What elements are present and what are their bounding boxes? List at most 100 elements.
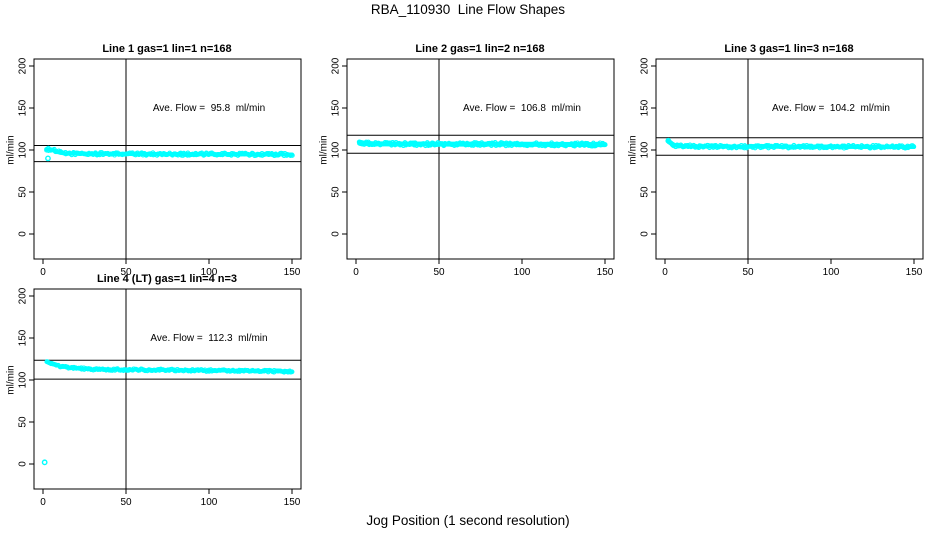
data-point <box>524 143 530 149</box>
x-tick-label: 0 <box>662 267 668 278</box>
y-tick-label: 200 <box>18 57 29 74</box>
panel-line-1: Line 1 gas=1 lin=1 n=168 0 50 100 150 200 0 50 1… <box>1 16 313 286</box>
data-point <box>753 143 759 149</box>
x-tick-label: 50 <box>742 267 754 278</box>
x-tick-label: 0 <box>353 267 359 278</box>
y-tick-label: 200 <box>18 287 29 304</box>
data-point <box>432 142 438 148</box>
outlier-point <box>41 459 48 466</box>
outlier-point <box>45 155 51 162</box>
ave-flow-annotation: Ave. Flow = 104.2 ml/min <box>772 103 890 114</box>
y-tick-label: 50 <box>18 186 29 198</box>
data-point <box>242 367 248 373</box>
data-point <box>180 152 186 158</box>
y-tick-label: 150 <box>18 329 29 346</box>
x-tick-label: 50 <box>120 267 132 278</box>
chart-line-1: Line 1 gas=1 lin=1 n=168 0 50 100 150 200 0 50 1… <box>6 43 302 278</box>
data-point <box>266 151 272 156</box>
x-tick-label: 150 <box>597 267 614 278</box>
chart-line-4: Line 4 (LT) gas=1 lin=4 n=3 0 50 100 150 200 0… <box>6 273 302 508</box>
y-tick-label: 100 <box>18 141 29 158</box>
panel-title: Line 3 gas=1 lin=3 n=168 <box>724 43 853 55</box>
y-tick-label: 50 <box>640 186 651 198</box>
y-tick-label: 0 <box>18 461 29 467</box>
y-tick-label: 200 <box>640 57 651 74</box>
x-tick-label: 0 <box>40 267 46 278</box>
data-point <box>105 366 111 372</box>
y-tick-label: 0 <box>18 231 29 237</box>
data-point <box>392 142 398 148</box>
y-tick-label: 150 <box>640 99 651 116</box>
data-point <box>289 369 295 375</box>
x-tick-label: 150 <box>906 267 923 278</box>
x-tick-label: 100 <box>201 267 218 278</box>
figure-x-axis-label: Jog Position (1 second resolution) <box>366 513 570 528</box>
panel-line-4: Line 4 (LT) gas=1 lin=4 n=3 0 50 100 150 200 0… <box>1 246 313 516</box>
data-point <box>365 139 371 145</box>
panel-title: Line 2 gas=1 lin=2 n=168 <box>415 43 544 55</box>
data-point <box>436 141 442 147</box>
x-tick-label: 100 <box>514 267 531 278</box>
data-point <box>64 150 70 156</box>
data-point <box>124 367 130 373</box>
y-axis-label: ml/min <box>319 135 330 164</box>
data-point <box>782 143 788 149</box>
y-tick-label: 100 <box>640 141 651 158</box>
x-tick-label: 50 <box>433 267 445 278</box>
ave-flow-annotation: Ave. Flow = 106.8 ml/min <box>463 103 581 114</box>
data-point <box>366 142 372 148</box>
data-point <box>804 144 810 150</box>
data-point <box>73 365 79 371</box>
data-point <box>449 142 455 148</box>
data-point <box>896 143 902 149</box>
plot-box <box>655 58 924 260</box>
y-tick-label: 0 <box>640 231 651 237</box>
data-point <box>772 143 778 148</box>
data-point <box>602 142 608 148</box>
y-tick-label: 50 <box>331 186 342 198</box>
y-tick-label: 150 <box>18 99 29 116</box>
x-tick-label: 0 <box>40 497 46 508</box>
x-tick-label: 100 <box>201 497 218 508</box>
panel-line-3: Line 3 gas=1 lin=3 n=168 0 50 100 150 200 0 50 1… <box>623 16 935 286</box>
data-point <box>121 367 127 373</box>
data-point <box>682 143 688 149</box>
data-point <box>408 140 414 146</box>
data-point <box>288 153 293 158</box>
x-tick-label: 150 <box>284 497 301 508</box>
data-point <box>120 151 126 157</box>
y-tick-label: 50 <box>18 416 29 428</box>
x-tick-label: 100 <box>823 267 840 278</box>
data-point <box>273 151 279 157</box>
plot-box <box>33 58 302 260</box>
ave-flow-annotation: Ave. Flow = 95.8 ml/min <box>153 103 265 114</box>
y-tick-label: 150 <box>331 99 342 116</box>
y-axis-label: ml/min <box>6 135 17 164</box>
data-point <box>911 144 917 150</box>
y-tick-label: 100 <box>18 371 29 388</box>
plot-box <box>33 288 302 490</box>
y-axis-label: ml/min <box>6 365 17 394</box>
panel-line-2: Line 2 gas=1 lin=2 n=168 0 50 100 150 200 0 50 1… <box>314 16 626 286</box>
chart-line-2: Line 2 gas=1 lin=2 n=168 0 50 100 150 200 0 50 1… <box>319 43 615 278</box>
data-point <box>471 140 477 146</box>
data-point <box>289 152 295 158</box>
data-point <box>53 362 59 368</box>
y-tick-label: 100 <box>331 141 342 158</box>
data-point <box>100 367 106 372</box>
y-tick-label: 0 <box>331 231 342 237</box>
data-point <box>702 143 708 149</box>
y-axis-label: ml/min <box>628 135 639 164</box>
x-tick-label: 50 <box>120 497 132 508</box>
chart-line-3: Line 3 gas=1 lin=3 n=168 0 50 100 150 200 0 50 1… <box>628 43 924 278</box>
panel-title: Line 1 gas=1 lin=1 n=168 <box>102 43 231 55</box>
plot-box <box>346 58 615 260</box>
ave-flow-annotation: Ave. Flow = 112.3 ml/min <box>150 333 267 344</box>
figure-title: RBA_110930 Line Flow Shapes <box>370 2 566 17</box>
y-tick-label: 200 <box>331 57 342 74</box>
panel-title: Line 4 (LT) gas=1 lin=4 n=3 <box>97 273 237 285</box>
outlier-point <box>665 137 672 144</box>
data-point <box>503 143 509 149</box>
data-point <box>185 368 191 374</box>
